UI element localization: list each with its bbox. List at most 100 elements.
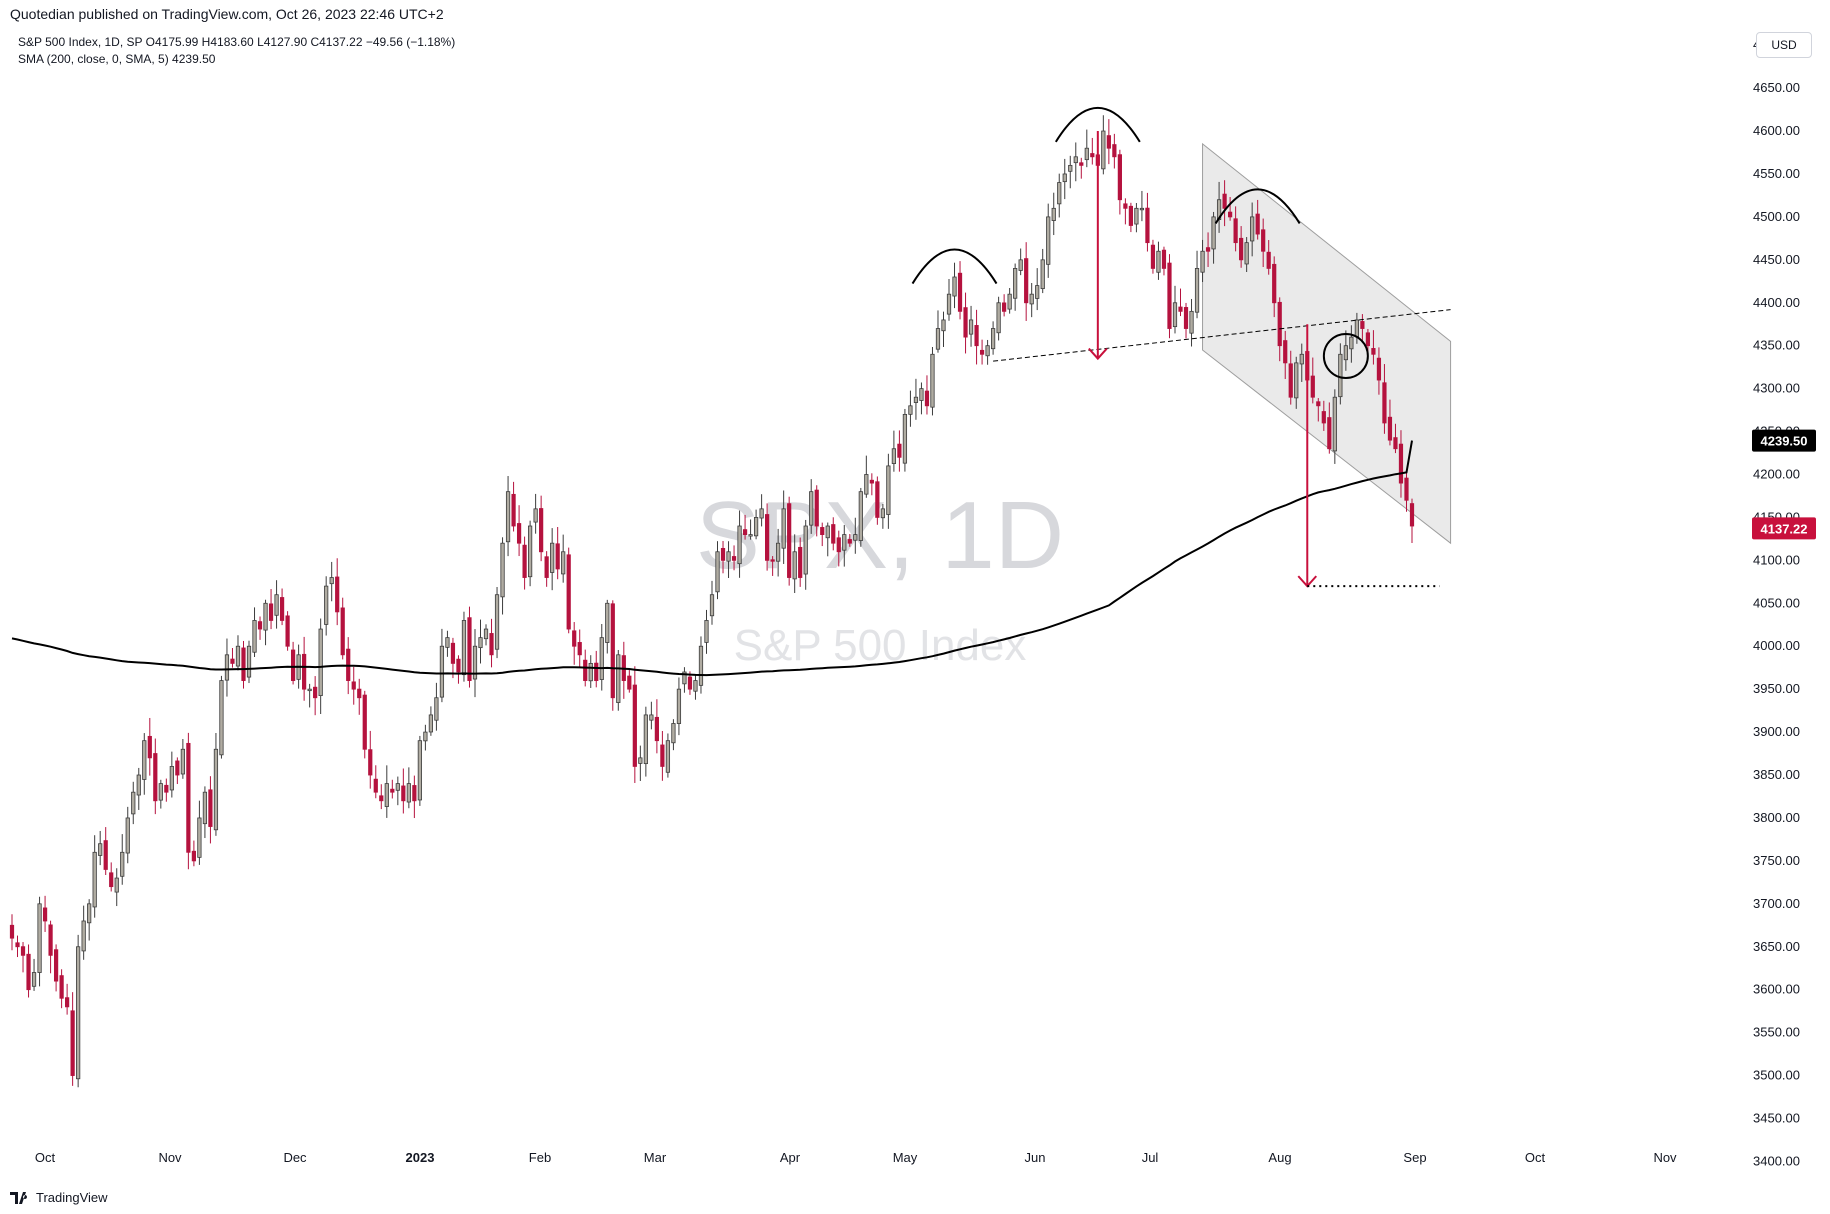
candle — [53, 944, 59, 992]
candle — [924, 375, 930, 415]
last-price-badge — [1752, 517, 1816, 540]
candle — [753, 509, 759, 540]
candle — [42, 895, 48, 932]
candle — [891, 430, 896, 472]
symbol-legend[interactable]: S&P 500 Index, 1D, SP O4175.99 H4183.60 … — [18, 35, 456, 49]
candle — [985, 339, 990, 365]
currency-button[interactable]: USD — [1756, 32, 1812, 58]
candle-body — [1255, 213, 1260, 235]
candle-body — [1123, 203, 1128, 209]
candle — [1255, 199, 1260, 240]
candle — [1294, 356, 1299, 409]
candle — [704, 609, 709, 654]
candle-body — [957, 272, 963, 312]
candle — [1161, 246, 1167, 276]
candle-body — [395, 783, 400, 791]
candle — [357, 678, 362, 715]
candle — [456, 655, 461, 684]
candle-body — [533, 508, 538, 523]
watermark: SPX, 1D S&P 500 Index — [696, 482, 1064, 670]
sma-legend[interactable]: SMA (200, close, 0, SMA, 5) 4239.50 — [18, 52, 216, 66]
x-tick-label: 2023 — [406, 1150, 435, 1165]
tradingview-brand[interactable]: TradingView — [10, 1190, 108, 1205]
candle-body — [561, 551, 566, 575]
candle — [698, 636, 704, 694]
candle — [1250, 202, 1255, 257]
candle-body — [1002, 302, 1007, 312]
candle — [990, 321, 996, 355]
candle — [1310, 357, 1315, 404]
y-tick-label: 4300.00 — [1753, 381, 1800, 396]
candle — [610, 600, 615, 711]
candle-body — [1024, 258, 1029, 304]
candle-body — [539, 508, 544, 553]
candle-body — [329, 577, 334, 585]
candle — [1084, 129, 1089, 168]
candle-body — [1101, 130, 1106, 170]
candle-body — [842, 534, 847, 551]
candle — [164, 778, 169, 802]
candle-body — [654, 716, 659, 742]
candle — [131, 781, 136, 825]
candle — [335, 558, 340, 626]
candle — [765, 503, 770, 571]
candle-body — [572, 630, 577, 647]
candle — [169, 751, 174, 798]
x-tick-label: May — [893, 1150, 918, 1165]
candle — [858, 487, 863, 547]
candle — [401, 768, 406, 814]
candle-body — [31, 972, 37, 987]
candle — [913, 378, 919, 420]
candle-body — [638, 757, 643, 764]
x-tick-label: Apr — [780, 1150, 801, 1165]
annotations-layer — [911, 106, 1451, 588]
price-scale[interactable] — [1745, 0, 1830, 1180]
candle-body — [1029, 293, 1034, 305]
candle-body — [252, 620, 257, 653]
candle-body — [1156, 250, 1161, 273]
candle-body — [390, 788, 395, 793]
candle — [1343, 330, 1348, 371]
candle — [1393, 423, 1398, 454]
candle — [1398, 430, 1404, 498]
candle — [621, 641, 626, 699]
candle-body — [362, 694, 367, 750]
candle-body — [776, 542, 781, 562]
candle-body — [588, 662, 593, 682]
candle-body — [142, 740, 147, 780]
candle-body — [792, 551, 797, 580]
candle-body — [20, 946, 26, 956]
candle — [235, 635, 241, 671]
candle-body — [996, 302, 1001, 334]
y-tick-label: 3950.00 — [1753, 681, 1800, 696]
shoulder-arc-left — [911, 248, 998, 285]
candle-body — [136, 774, 141, 796]
candle — [428, 706, 434, 736]
candle — [1117, 149, 1122, 215]
candle-body — [1057, 182, 1062, 205]
candle-body — [875, 481, 880, 518]
candle — [897, 430, 902, 472]
candle-body — [765, 514, 770, 561]
candle — [478, 619, 483, 664]
candle-body — [610, 603, 615, 699]
candle — [1376, 347, 1382, 395]
candle-body — [472, 645, 478, 680]
candle — [544, 551, 549, 587]
x-axis: Oct Nov Dec 2023 Feb Mar Apr May Jun Jul Aug Sep Oct… — [35, 1150, 1677, 1165]
candle — [952, 262, 957, 309]
candle — [946, 278, 952, 321]
candle — [175, 757, 180, 785]
candle — [1283, 330, 1288, 380]
candle — [324, 576, 329, 636]
y-tick-label: 3850.00 — [1753, 767, 1800, 782]
candle — [803, 519, 808, 590]
candle — [869, 473, 874, 496]
candle-body — [1200, 250, 1205, 273]
candle — [307, 683, 312, 708]
candle-body — [649, 714, 654, 721]
candle — [781, 490, 786, 564]
candle-body — [307, 688, 312, 692]
candle-body — [1371, 348, 1376, 355]
